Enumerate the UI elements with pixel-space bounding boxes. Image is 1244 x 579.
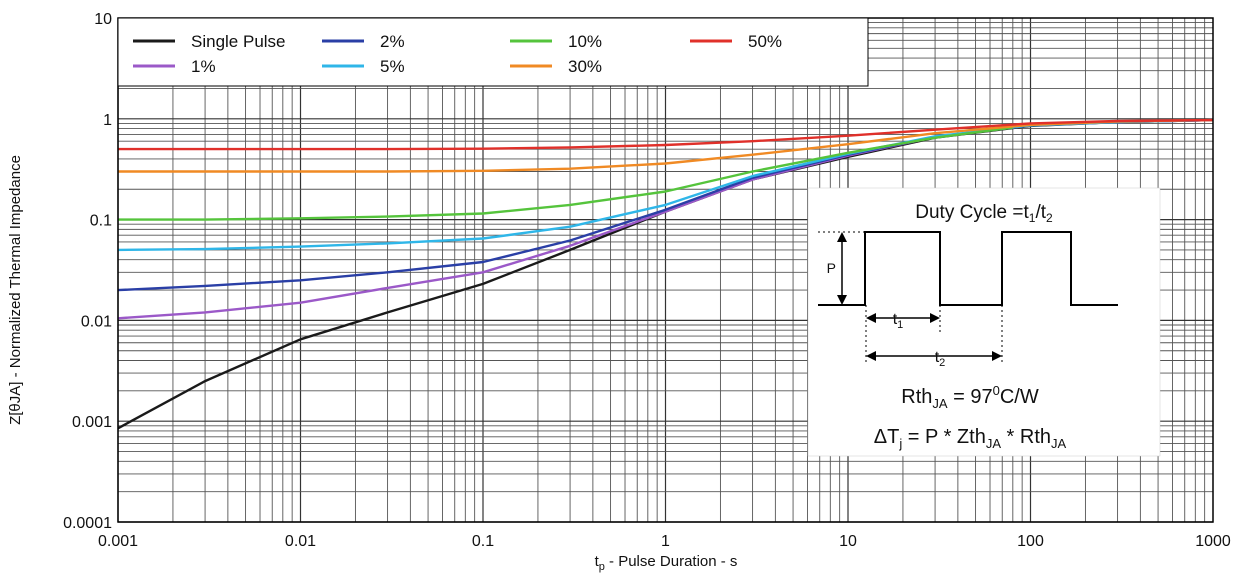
x-axis-label-main: t xyxy=(595,553,600,570)
t1-label-main: t xyxy=(893,311,898,328)
legend-label: 2% xyxy=(380,32,405,51)
series-line-10- xyxy=(118,126,1013,221)
pulse-waveform xyxy=(818,231,1118,306)
p-arrow-head-down xyxy=(837,295,847,305)
delta-sub2: JA xyxy=(986,436,1002,451)
delta-mid: = P * Zth xyxy=(902,426,986,448)
y-tick-label: 10 xyxy=(94,11,112,28)
legend-box xyxy=(117,17,869,87)
duty-cycle-label: Duty Cycle =t1/t2 xyxy=(915,202,1053,225)
delta-sub3: JA xyxy=(1051,436,1067,451)
y-axis-label: Z[θJA] - Normalized Thermal Impedance xyxy=(7,155,24,425)
series-lines xyxy=(117,118,1214,430)
y-tick-label: 0.1 xyxy=(90,213,112,230)
duty-cycle-sub2: 2 xyxy=(1046,211,1053,225)
legend-label: 5% xyxy=(380,57,405,76)
rth-main: Rth xyxy=(901,386,932,408)
duty-cycle-mid: /t xyxy=(1035,202,1046,223)
x-tick-label: 1000 xyxy=(1195,533,1231,550)
x-tick-label: 0.1 xyxy=(472,533,494,550)
t1-arrow-head-left xyxy=(866,313,876,323)
x-tick-label: 0.01 xyxy=(285,533,316,550)
t2-label-main: t xyxy=(935,349,940,366)
t2-label-sub: 2 xyxy=(939,357,945,369)
delta-t-formula: ΔTj = P * ZthJA * RthJA xyxy=(874,426,1067,451)
rth-unit: C/W xyxy=(1000,386,1039,408)
x-tick-labels: 0.001 0.01 0.1 1 10 100 1000 xyxy=(98,533,1231,550)
x-tick-label: 100 xyxy=(1017,533,1044,550)
x-axis-label-rest: - Pulse Duration - s xyxy=(605,553,738,570)
legend-label: 10% xyxy=(568,32,602,51)
y-tick-label: 0.01 xyxy=(81,313,112,330)
series-line-50- xyxy=(118,118,1214,151)
series-line-30- xyxy=(118,118,1214,173)
x-tick-label: 1 xyxy=(661,533,670,550)
delta-main: ΔT xyxy=(874,426,900,448)
inset-box xyxy=(807,187,1161,457)
delta-mid2: * Rth xyxy=(1001,426,1051,448)
t1-label: t1 xyxy=(893,311,904,331)
duty-cycle-sub1: 1 xyxy=(1029,211,1036,225)
legend: Single Pulse 1% 2% 5% 10% 30% 50% xyxy=(117,17,869,87)
t2-arrow-head-left xyxy=(866,351,876,361)
rth-formula: RthJA = 970C/W xyxy=(901,383,1039,411)
x-tick-label: 10 xyxy=(839,533,857,550)
y-tick-label: 1 xyxy=(103,112,112,129)
t2-arrow-head-right xyxy=(992,351,1002,361)
legend-label: 1% xyxy=(191,57,216,76)
t2-label: t2 xyxy=(935,349,946,369)
t1-arrow-head-right xyxy=(930,313,940,323)
legend-label: 30% xyxy=(568,57,602,76)
p-arrow-head-up xyxy=(837,232,847,242)
y-tick-labels: 0.0001 0.001 0.01 0.1 1 10 xyxy=(63,11,112,532)
rth-eq: = 97 xyxy=(948,386,993,408)
p-label: P xyxy=(827,260,836,276)
delta-sub1: j xyxy=(898,436,902,451)
duty-cycle-inset: Duty Cycle =t1/t2 P t1 t2 RthJA = 970C/W… xyxy=(807,187,1161,457)
x-axis-label-sub: p xyxy=(599,561,605,573)
legend-label: Single Pulse xyxy=(191,32,286,51)
y-tick-label: 0.0001 xyxy=(63,515,112,532)
y-tick-label: 0.001 xyxy=(72,414,112,431)
duty-cycle-text: Duty Cycle =t xyxy=(915,202,1029,223)
x-tick-label: 0.001 xyxy=(98,533,138,550)
t1-label-sub: 1 xyxy=(897,319,903,331)
rth-sub: JA xyxy=(932,396,948,411)
legend-label: 50% xyxy=(748,32,782,51)
rth-sup: 0 xyxy=(993,383,1000,398)
x-axis-label: tp - Pulse Duration - s xyxy=(595,553,738,573)
